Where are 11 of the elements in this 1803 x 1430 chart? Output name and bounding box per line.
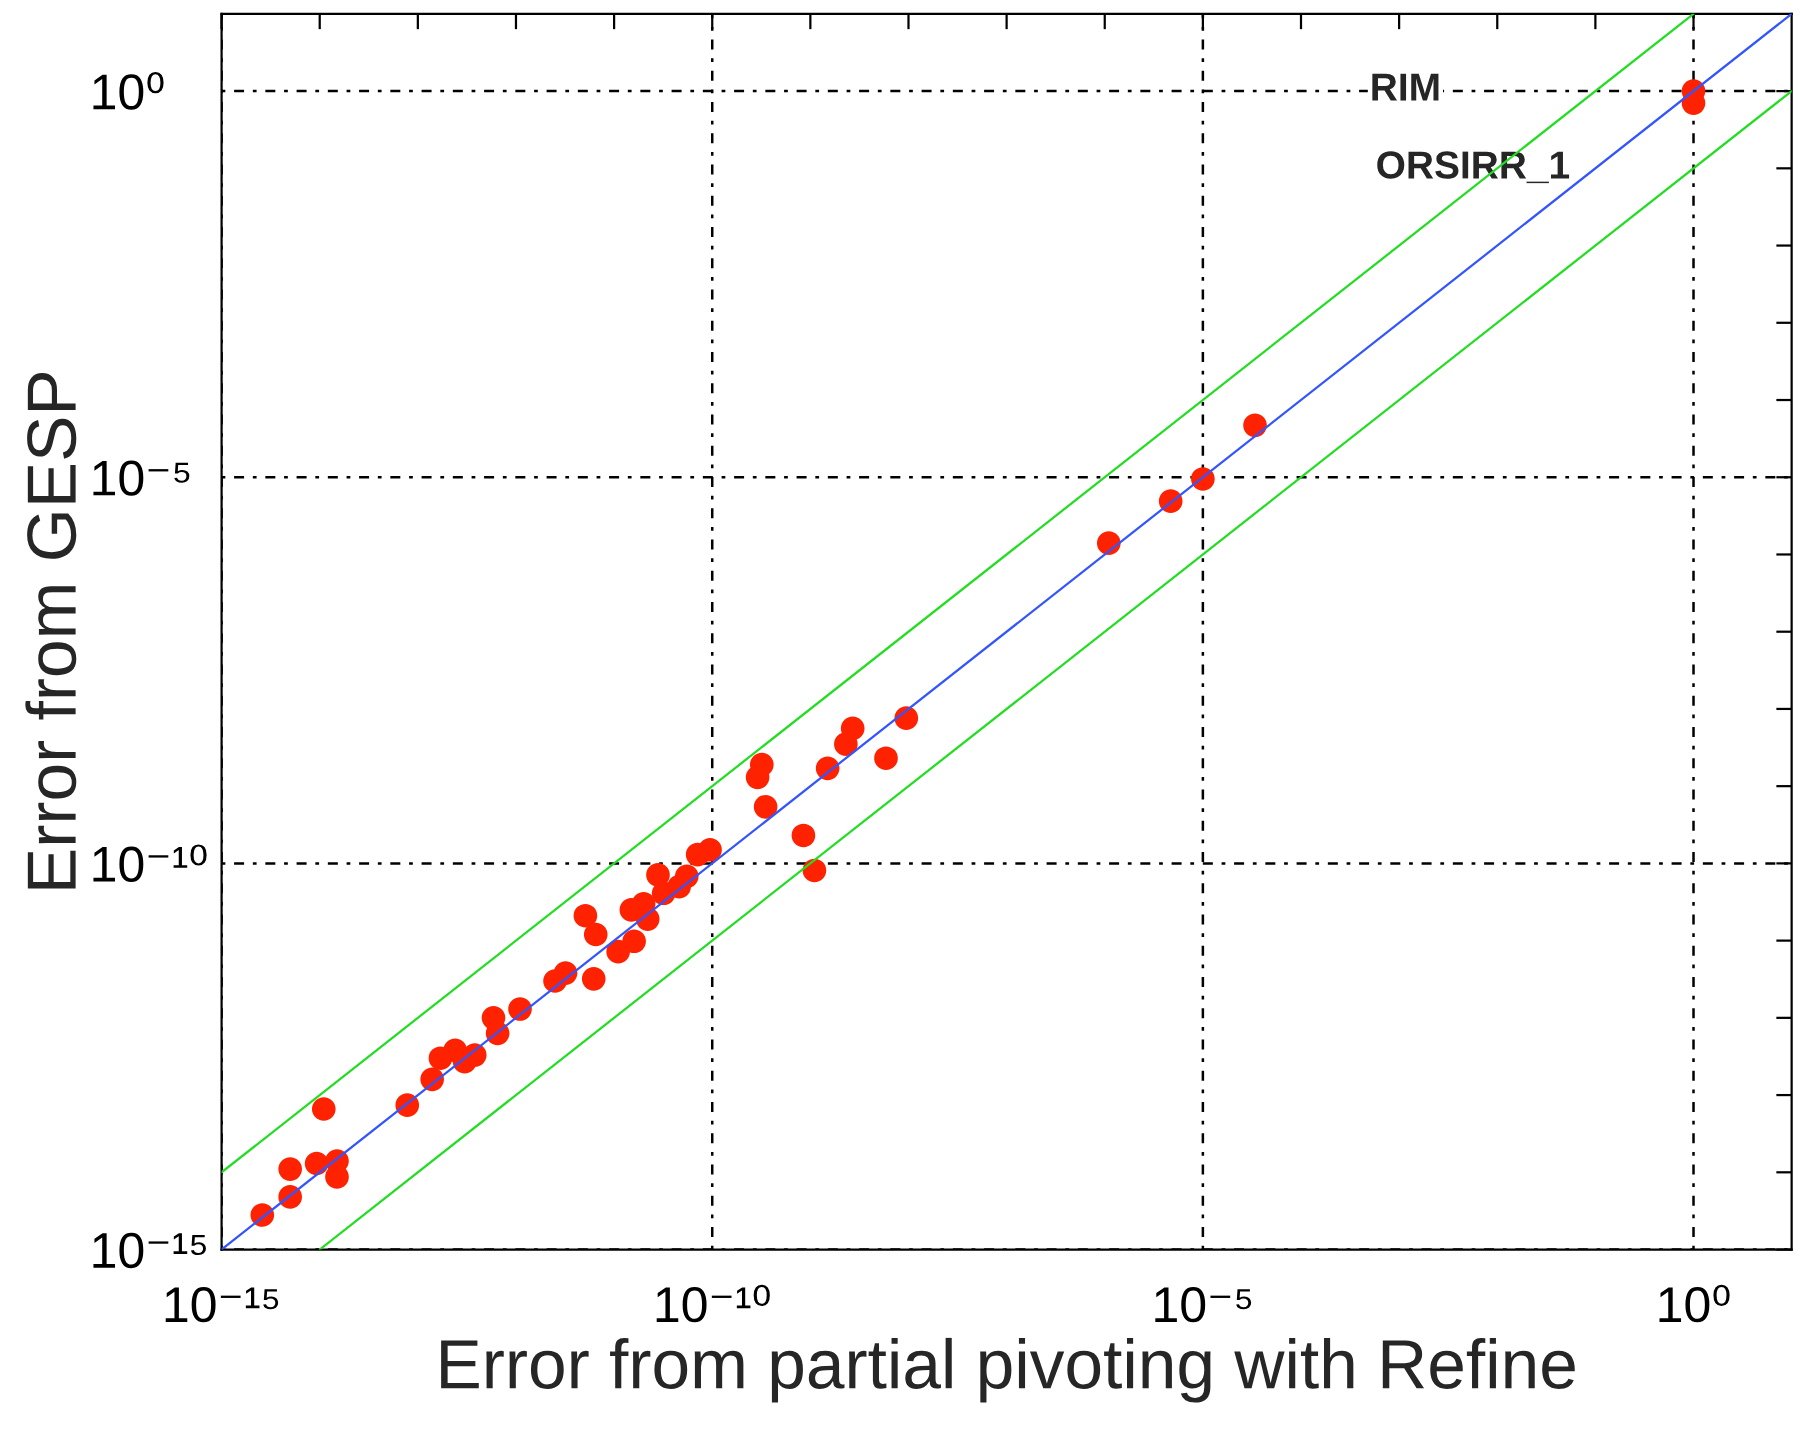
x-tick-label: 10⁻¹⁰ (656, 1284, 770, 1323)
x-tick-label: 10⁻⁵ (1155, 1286, 1252, 1323)
annotation: RIM (1372, 73, 1439, 101)
y-tick-label: 10⁻¹⁰ (93, 844, 207, 882)
y-tick-label: 10⁻⁵ (93, 460, 190, 496)
x-tick-label: 10⁰ (1659, 1284, 1730, 1323)
y-tick-label: 10⁻¹⁵ (93, 1232, 206, 1269)
y-tick-label: 10⁰ (93, 72, 164, 110)
y-axis-title: Error from GESP (25, 372, 77, 889)
x-axis-title: Error from partial pivoting with Refine (441, 1337, 1575, 1403)
x-tick-label: 10⁻¹⁵ (165, 1286, 279, 1323)
